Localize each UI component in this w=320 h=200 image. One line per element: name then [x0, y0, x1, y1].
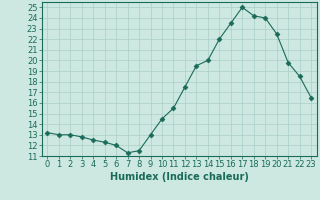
X-axis label: Humidex (Indice chaleur): Humidex (Indice chaleur) — [110, 172, 249, 182]
